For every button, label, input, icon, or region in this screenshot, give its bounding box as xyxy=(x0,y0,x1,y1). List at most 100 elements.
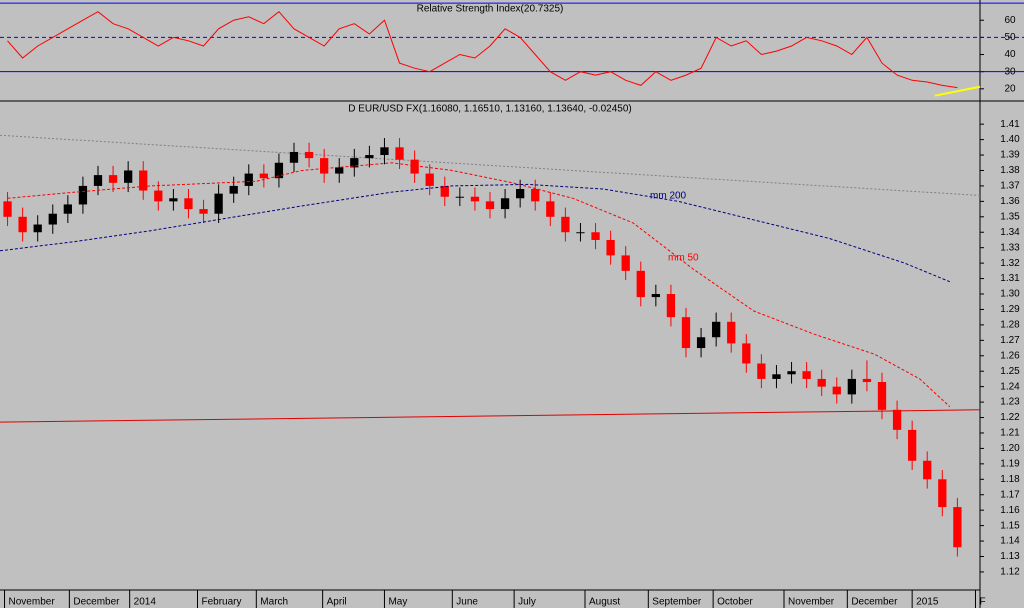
candle-body xyxy=(606,239,615,256)
x-tick-label: July xyxy=(518,597,536,608)
x-tick-label: February xyxy=(202,597,242,608)
candle-body xyxy=(244,173,253,186)
x-tick-label: December xyxy=(851,597,898,608)
y-tick-label: 20 xyxy=(1004,83,1016,94)
candle-body xyxy=(78,185,88,205)
trendline xyxy=(934,85,981,97)
y-tick-label: 1.13 xyxy=(1000,551,1020,562)
y-tick-label: 1.12 xyxy=(1000,567,1020,578)
y-tick-label: 1.27 xyxy=(1000,335,1020,346)
candle-body xyxy=(214,193,223,214)
y-tick-label: 1.34 xyxy=(1000,227,1020,238)
candle-body xyxy=(712,321,721,338)
y-tick-label: 1.14 xyxy=(1000,536,1020,547)
y-tick-label: 40 xyxy=(1004,49,1016,60)
candle-body xyxy=(350,158,359,168)
y-tick-label: 60 xyxy=(1004,15,1016,26)
candle-body xyxy=(531,189,540,202)
rsi-line xyxy=(7,11,958,89)
ma-label: mm 200 xyxy=(650,191,687,202)
candle-body xyxy=(335,167,344,174)
y-tick-label: 1.29 xyxy=(1000,304,1020,315)
candle-body xyxy=(847,378,856,395)
trendline xyxy=(0,409,981,423)
candle-body xyxy=(500,198,510,210)
candle-body xyxy=(772,374,781,379)
candle-body xyxy=(169,198,178,202)
x-tick-label: May xyxy=(388,597,407,608)
y-tick-label: 1.40 xyxy=(1000,134,1020,145)
candle-body xyxy=(380,147,389,156)
y-tick-label: 1.30 xyxy=(1000,289,1020,300)
y-tick-label: 1.39 xyxy=(1000,150,1020,161)
y-tick-label: 1.35 xyxy=(1000,211,1020,222)
candle-body xyxy=(304,151,314,159)
y-tick-label: 1.26 xyxy=(1000,350,1020,361)
x-tick-label: August xyxy=(589,597,620,608)
x-tick-label: F xyxy=(979,597,985,608)
y-tick-label: 1.18 xyxy=(1000,474,1020,485)
candle-body xyxy=(561,216,570,233)
candle-body xyxy=(229,185,238,194)
candle-body xyxy=(365,155,374,159)
candle-body xyxy=(18,216,27,233)
x-tick-label: November xyxy=(788,597,835,608)
candle-body xyxy=(636,270,645,298)
y-tick-label: 1.22 xyxy=(1000,412,1020,423)
x-tick-label: 2014 xyxy=(134,597,157,608)
y-tick-label: 1.32 xyxy=(1000,258,1020,269)
candle-body xyxy=(516,189,525,199)
candle-body xyxy=(3,201,12,217)
candle-body xyxy=(832,386,841,395)
x-tick-label: November xyxy=(9,597,56,608)
candle-body xyxy=(154,190,163,202)
x-tick-label: April xyxy=(327,597,347,608)
y-tick-label: 1.19 xyxy=(1000,458,1020,469)
candle-body xyxy=(892,409,902,430)
y-tick-label: 1.16 xyxy=(1000,505,1020,516)
x-tick-label: 2015 xyxy=(916,597,939,608)
candle-body xyxy=(877,382,887,410)
x-tick-label: October xyxy=(717,597,753,608)
y-tick-label: 1.21 xyxy=(1000,428,1020,439)
candle-body xyxy=(93,175,103,186)
x-tick-label: September xyxy=(652,597,702,608)
candle-body xyxy=(108,175,118,183)
candle-body xyxy=(440,185,449,197)
candle-body xyxy=(681,317,691,349)
candle-body xyxy=(33,224,42,233)
x-tick-label: December xyxy=(73,597,120,608)
candle-body xyxy=(199,209,208,214)
y-tick-label: 1.37 xyxy=(1000,181,1020,192)
y-tick-label: 1.31 xyxy=(1000,273,1020,284)
candle-body xyxy=(546,201,555,217)
y-tick-label: 1.36 xyxy=(1000,196,1020,207)
x-tick-label: June xyxy=(456,597,478,608)
y-tick-label: 1.24 xyxy=(1000,381,1020,392)
candle-body xyxy=(395,147,404,160)
candle-body xyxy=(485,201,495,210)
candle-body xyxy=(651,294,660,298)
rsi-title: Relative Strength Index(20.7325) xyxy=(417,4,564,15)
candle-body xyxy=(425,173,434,186)
ma-label: mm 50 xyxy=(668,253,699,264)
candle-body xyxy=(938,479,947,508)
candle-body xyxy=(591,232,600,240)
y-tick-label: 1.25 xyxy=(1000,366,1020,377)
candle-body xyxy=(862,378,872,383)
candle-body xyxy=(48,213,57,225)
candle-body xyxy=(696,337,706,349)
y-tick-label: 1.28 xyxy=(1000,320,1020,331)
y-tick-label: 1.20 xyxy=(1000,443,1020,454)
moving-average xyxy=(7,162,951,408)
y-tick-label: 1.33 xyxy=(1000,242,1020,253)
candle-body xyxy=(470,196,480,202)
candle-body xyxy=(802,371,811,379)
price-title: D EUR/USD FX(1.16080, 1.16510, 1.13160, … xyxy=(348,104,632,115)
candle-body xyxy=(787,371,796,375)
candle-body xyxy=(923,460,932,480)
candle-body xyxy=(953,507,962,548)
candle-body xyxy=(666,294,676,318)
